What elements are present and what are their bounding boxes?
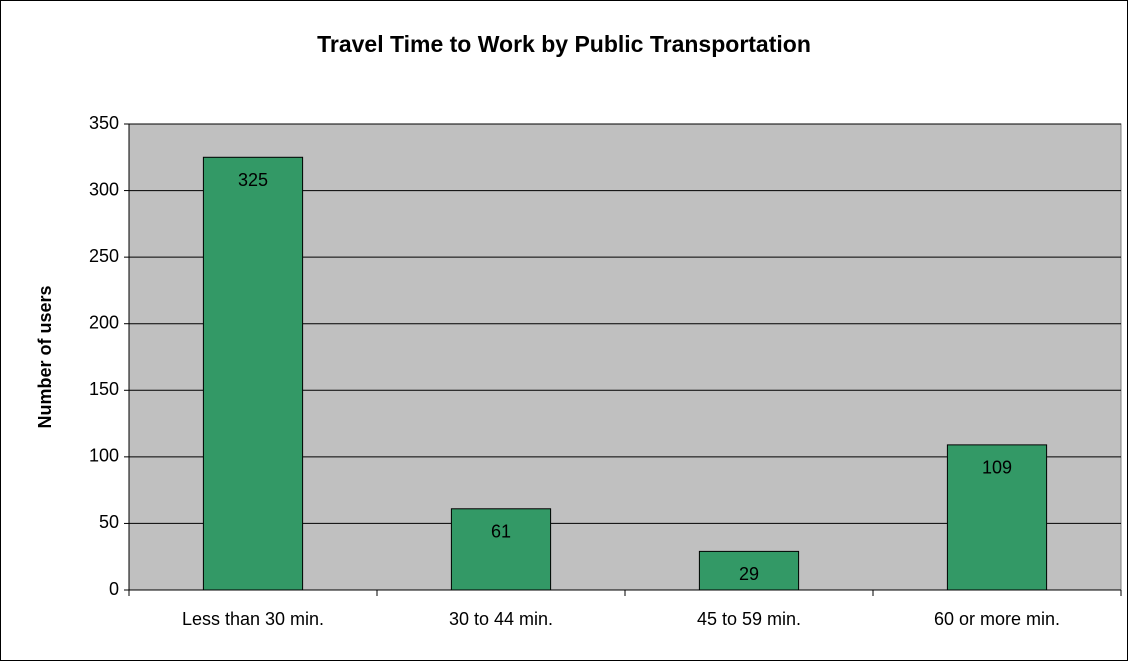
- y-tick-label: 50: [99, 512, 119, 532]
- x-tick-label: Less than 30 min.: [182, 609, 324, 629]
- x-tick-label: 30 to 44 min.: [449, 609, 553, 629]
- chart-title: Travel Time to Work by Public Transporta…: [317, 31, 811, 57]
- y-tick-label: 350: [89, 113, 119, 133]
- y-tick-label: 300: [89, 179, 119, 199]
- bar: [202, 156, 304, 591]
- data-label: 109: [982, 458, 1012, 478]
- bar: [946, 444, 1048, 591]
- bar: [450, 508, 552, 591]
- data-label: 29: [739, 564, 759, 584]
- y-axis-label: Number of users: [35, 285, 55, 428]
- data-label: 61: [491, 522, 511, 542]
- bar: [698, 550, 800, 591]
- y-tick-label: 250: [89, 246, 119, 266]
- y-tick-label: 100: [89, 446, 119, 466]
- data-label: 325: [238, 170, 268, 190]
- x-tick-label: 45 to 59 min.: [697, 609, 801, 629]
- x-tick-label: 60 or more min.: [934, 609, 1060, 629]
- y-tick-label: 150: [89, 379, 119, 399]
- y-tick-label: 200: [89, 312, 119, 332]
- y-tick-label: 0: [109, 579, 119, 599]
